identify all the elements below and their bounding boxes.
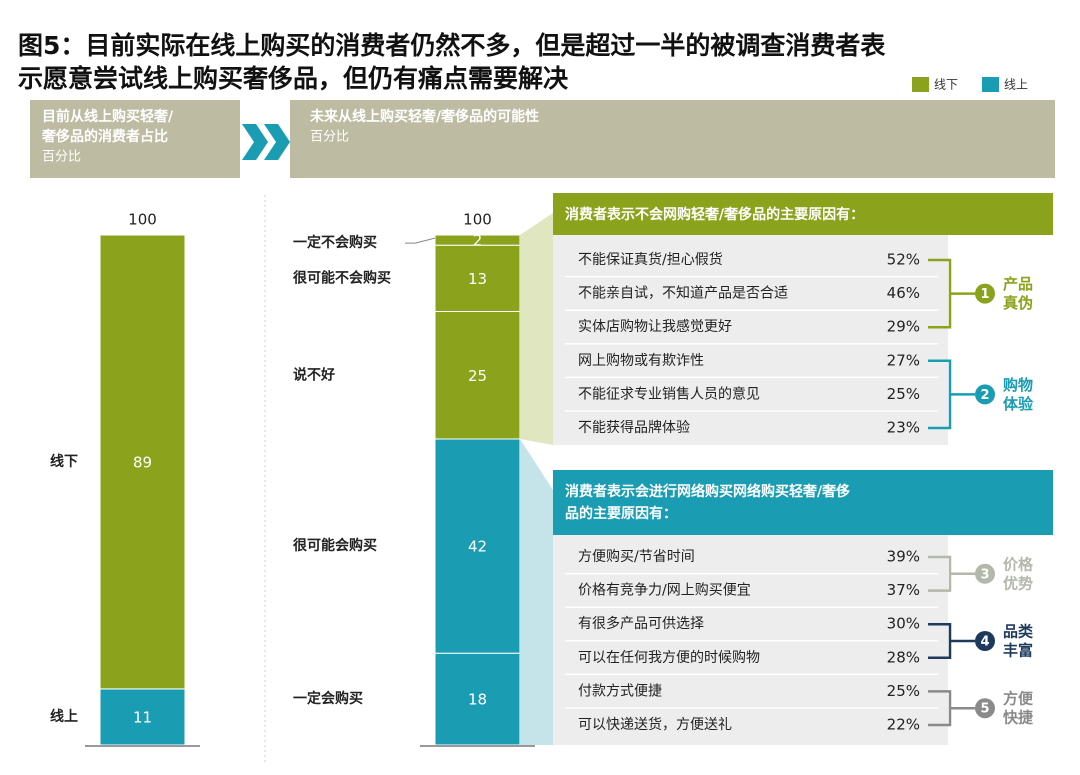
group-label: 体验 [1003, 395, 1034, 413]
group-label: 品类 [1003, 623, 1034, 641]
reason-text: 方便购买/节省时间 [578, 549, 695, 565]
segment-label: 很可能不会购买 [293, 269, 391, 286]
reason-percent: 46% [887, 284, 920, 302]
reason-percent: 37% [887, 581, 920, 599]
group-badge [975, 631, 995, 651]
group-number: 4 [980, 635, 989, 650]
reason-text: 可以在任何我方便的时候购物 [578, 650, 760, 666]
reason-text: 不能亲自试，不知道产品是否合适 [578, 285, 788, 302]
reason-percent: 25% [887, 385, 920, 403]
reason-text: 价格有竞争力/网上购买便宜 [578, 582, 751, 599]
reason-percent: 28% [887, 648, 920, 666]
value-label: 25 [468, 367, 487, 385]
reason-text: 不能保证真货/担心假货 [578, 251, 723, 268]
chevron [242, 124, 268, 160]
connector [520, 213, 553, 445]
segment-label: 一定会购买 [293, 690, 363, 707]
reason-percent: 25% [887, 682, 920, 700]
reason-text: 可以快递送货，方便送礼 [578, 716, 732, 733]
group-label: 丰富 [1003, 642, 1033, 660]
reason-percent: 27% [887, 351, 920, 369]
value-label: 2 [473, 232, 483, 250]
group-number: 5 [980, 702, 989, 717]
reason-percent: 52% [887, 251, 920, 269]
segment-label: 很可能会购买 [293, 537, 377, 554]
leader-line [405, 237, 436, 244]
reason-text: 付款方式便捷 [578, 683, 662, 699]
reason-text: 不能征求专业销售人员的意见 [578, 385, 760, 402]
segment-label: 线下 [50, 453, 78, 470]
header-box-left [30, 100, 240, 178]
reason-percent: 29% [887, 318, 920, 336]
legend-label: 线上 [1004, 78, 1028, 92]
bar-segment [99, 234, 186, 690]
panel-body [553, 535, 948, 745]
group-label: 优势 [1003, 574, 1033, 592]
group-label: 价格 [1003, 555, 1034, 573]
reason-text: 不能获得品牌体验 [578, 419, 690, 436]
panel-title: 品的主要原因有： [565, 505, 677, 522]
group-badge [975, 283, 995, 304]
total-label: 100 [128, 211, 157, 229]
panel-body [553, 235, 948, 445]
bar-segment [434, 438, 521, 654]
legend-swatch [982, 77, 999, 92]
group-label: 产品 [1003, 275, 1033, 293]
group-label: 真伪 [1003, 294, 1033, 312]
header-title: 未来从线上购买轻奢/奢侈品的可能性 [310, 108, 539, 125]
reason-percent: 22% [887, 716, 920, 734]
value-label: 13 [468, 270, 487, 288]
group-label: 购物 [1003, 376, 1033, 394]
panel-title: 消费者表示会进行网络购买网络购买轻奢/奢侈 [565, 483, 850, 500]
reason-text: 有很多产品可供选择 [578, 615, 704, 632]
segment-label: 说不好 [293, 366, 335, 383]
title: 示愿意尝试线上购买奢侈品，但仍有痛点需要解决 [18, 64, 568, 93]
connector [520, 439, 553, 745]
total-label: 100 [463, 211, 492, 229]
group-badge [975, 698, 995, 719]
group-badge [975, 563, 995, 584]
reason-percent: 23% [887, 419, 920, 437]
reason-percent: 30% [887, 615, 920, 633]
value-label: 18 [468, 691, 487, 709]
header-subtitle: 百分比 [310, 130, 349, 145]
group-label: 方便 [1003, 690, 1034, 708]
bar-segment [434, 652, 521, 746]
segment-label: 一定不会购买 [293, 234, 377, 251]
legend-label: 线下 [934, 78, 958, 92]
legend-swatch [912, 77, 929, 92]
segment-label: 线上 [50, 708, 78, 725]
panel-header [553, 470, 1053, 535]
value-label: 42 [468, 538, 487, 556]
panel-header [553, 193, 1053, 235]
header-box-right [290, 100, 1055, 178]
group-number: 2 [980, 388, 989, 403]
title: 图5：目前实际在线上购买的消费者仍然不多，但是超过一半的被调查消费者表 [18, 31, 886, 60]
group-number: 1 [980, 287, 989, 302]
header-title: 奢侈品的消费者占比 [41, 128, 168, 145]
chevron [264, 124, 290, 160]
reason-text: 实体店购物让我感觉更好 [578, 318, 732, 335]
group-label: 快捷 [1003, 709, 1034, 727]
header-subtitle: 百分比 [42, 150, 81, 165]
bar-segment [434, 311, 521, 440]
reason-text: 网上购物或有欺诈性 [578, 353, 704, 369]
group-badge [975, 384, 995, 405]
header-title: 目前从线上购买轻奢/ [42, 108, 174, 125]
group-number: 3 [980, 567, 989, 582]
reason-percent: 39% [887, 548, 920, 566]
value-label: 89 [133, 453, 152, 471]
value-label: 11 [133, 708, 152, 726]
panel-title: 消费者表示不会网购轻奢/奢侈品的主要原因有： [565, 206, 864, 223]
